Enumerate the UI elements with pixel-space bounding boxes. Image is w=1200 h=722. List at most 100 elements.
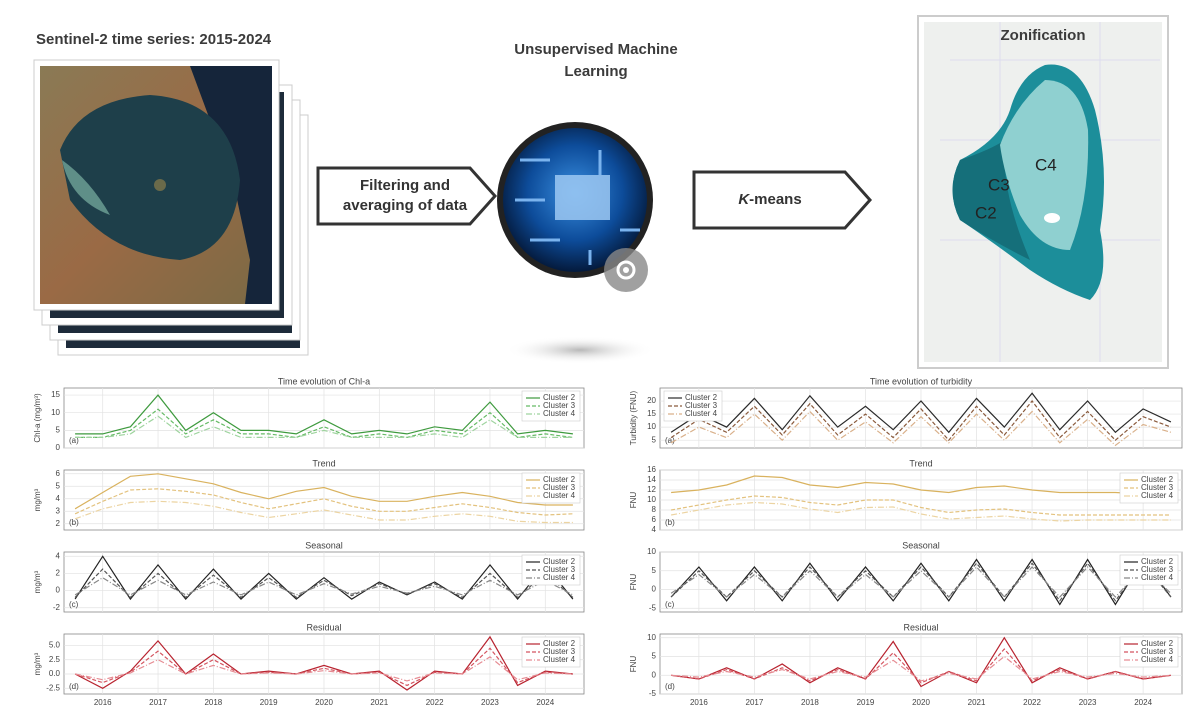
series-line: [74, 568, 574, 599]
y-tick-label: 3: [56, 506, 61, 515]
legend-label: Cluster 3: [543, 401, 576, 410]
series-line: [670, 400, 1172, 442]
ml-icon: [497, 122, 655, 364]
series-line: [671, 655, 1171, 682]
series-line: [74, 488, 573, 516]
series-line: [670, 495, 1171, 516]
legend-label: Cluster 4: [543, 655, 576, 664]
legend-label: Cluster 4: [1141, 573, 1174, 582]
panel-title: Seasonal: [902, 540, 940, 550]
y-axis-label: Turbidity (FNU): [629, 390, 638, 445]
legend-label: Cluster 2: [685, 393, 718, 402]
legend-label: Cluster 2: [1141, 639, 1174, 648]
y-axis-label: mg/m³: [33, 570, 42, 593]
y-tick-label: 4: [56, 551, 61, 560]
y-tick-label: 0: [56, 443, 61, 452]
legend-label: Cluster 4: [685, 409, 718, 418]
y-tick-label: 5: [652, 566, 657, 575]
y-tick-label: 5.0: [49, 641, 61, 650]
map-label: C3: [988, 175, 1010, 194]
series-line: [670, 566, 1172, 598]
x-tick-label: 2023: [1079, 698, 1097, 707]
legend-label: Cluster 4: [543, 409, 576, 418]
legend-box: [521, 390, 581, 422]
series-line: [74, 473, 573, 510]
legend-box: [521, 554, 581, 586]
legend-label: Cluster 3: [1141, 647, 1174, 656]
legend-label: Cluster 2: [543, 393, 576, 402]
legend-label: Cluster 3: [543, 483, 576, 492]
series-line: [74, 656, 573, 682]
series-line: [670, 392, 1172, 434]
y-tick-label: 2: [56, 569, 61, 578]
panel-letter: (d): [69, 682, 79, 691]
series-line: [75, 415, 573, 439]
ml-title: Learning: [564, 63, 627, 80]
series-line: [671, 475, 1171, 496]
panel-title: Residual: [903, 622, 938, 632]
panel-title: Seasonal: [305, 540, 343, 550]
y-tick-label: 4: [56, 494, 61, 503]
y-tick-label: 5: [56, 425, 61, 434]
x-tick-label: 2020: [912, 698, 930, 707]
panel-title: Time evolution of Chl-a: [278, 376, 370, 386]
map-label: C4: [1035, 155, 1057, 174]
y-tick-label: 10: [647, 633, 656, 642]
y-tick-label: 8: [652, 505, 657, 514]
y-tick-label: 4: [652, 525, 657, 534]
satellite-stack: [33, 59, 309, 356]
legend-box: [521, 472, 581, 504]
stack-title: Sentinel-2 time series: 2015-2024: [36, 31, 272, 48]
y-tick-label: 0.0: [49, 669, 61, 678]
kmeans-label: K-means: [738, 191, 801, 208]
y-tick-label: 5: [652, 435, 657, 444]
y-tick-label: -2.5: [46, 683, 60, 692]
x-tick-label: 2017: [149, 698, 167, 707]
x-tick-label: 2024: [1134, 698, 1152, 707]
panel-title: Trend: [909, 458, 932, 468]
series-line: [74, 555, 574, 601]
legend-label: Cluster 2: [543, 639, 576, 648]
panel-letter: (b): [69, 518, 79, 527]
x-tick-label: 2021: [370, 698, 388, 707]
y-tick-label: 20: [647, 396, 656, 405]
legend-label: Cluster 2: [1141, 475, 1174, 484]
legend-label: Cluster 2: [543, 475, 576, 484]
series-line: [670, 501, 1171, 522]
legend-label: Cluster 3: [685, 401, 718, 410]
x-tick-label: 2018: [204, 698, 222, 707]
series-line: [74, 635, 573, 691]
x-tick-label: 2018: [801, 698, 819, 707]
y-tick-label: 10: [647, 495, 656, 504]
y-axis-label: Chl-a (mg/m³): [33, 393, 42, 443]
legend-box: [1119, 472, 1179, 504]
kmeans-rest: -means: [749, 191, 802, 208]
series-line: [75, 394, 573, 435]
panel-letter: (b): [665, 518, 675, 527]
filter-label: Filtering and: [360, 177, 450, 194]
panel-letter: (d): [665, 682, 675, 691]
y-tick-label: 16: [647, 465, 656, 474]
legend-box: [1119, 636, 1179, 668]
x-tick-label: 2016: [94, 698, 112, 707]
legend-box: [1119, 554, 1179, 586]
y-tick-label: 0: [652, 670, 657, 679]
panel-letter: (a): [665, 436, 675, 445]
arrow-kmeans: [692, 170, 873, 230]
y-tick-label: 5: [56, 481, 61, 490]
y-tick-label: 0: [652, 585, 657, 594]
series-line: [74, 647, 573, 687]
legend-label: Cluster 4: [543, 573, 576, 582]
y-tick-label: 10: [647, 422, 656, 431]
x-tick-label: 2016: [690, 698, 708, 707]
legend-label: Cluster 3: [1141, 483, 1174, 492]
legend-label: Cluster 4: [1141, 491, 1174, 500]
series-line: [75, 408, 573, 439]
y-tick-label: -5: [649, 689, 657, 698]
panel-letter: (a): [69, 436, 79, 445]
y-tick-label: -5: [649, 603, 657, 612]
kmeans-k: K: [738, 191, 750, 208]
legend-label: Cluster 2: [543, 557, 576, 566]
legend-label: Cluster 4: [543, 491, 576, 500]
